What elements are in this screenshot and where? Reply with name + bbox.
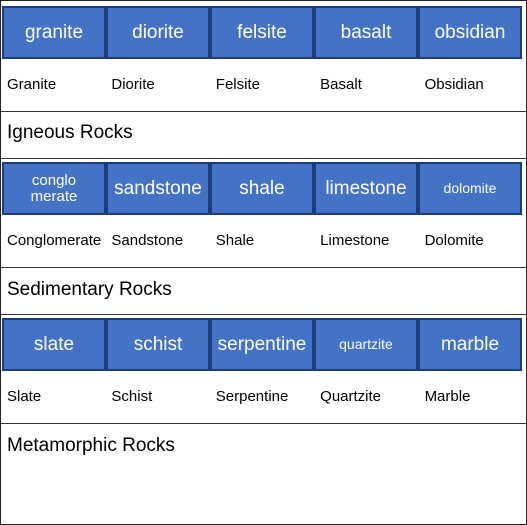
label-granite: Granite [7,76,57,93]
tile-granite[interactable]: granite [2,6,106,59]
tile-serpentine[interactable]: serpentine [210,318,314,371]
tile-slate[interactable]: slate [2,318,106,371]
tile-basalt[interactable]: basalt [314,6,418,59]
tile-sandstone[interactable]: sandstone [106,162,210,215]
category-igneous: Igneous Rocks [7,122,133,143]
tile-diorite[interactable]: diorite [106,6,210,59]
divider [1,158,526,159]
label-basalt: Basalt [320,76,362,93]
label-obsidian: Obsidian [424,76,484,93]
label-sandstone: Sandstone [111,232,184,249]
label-schist: Schist [111,388,153,405]
tile-marble[interactable]: marble [418,318,522,371]
label-quartzite: Quartzite [320,388,382,405]
tile-schist[interactable]: schist [106,318,210,371]
tile-dolomite[interactable]: dolomite [418,162,522,215]
tile-row-sedimentary: conglo merate sandstone shale limestone … [2,162,522,215]
label-limestone: Limestone [320,232,390,249]
label-diorite: Diorite [111,76,155,93]
label-row-sedimentary: Conglomerate Sandstone Shale Limestone D… [1,214,526,268]
label-slate: Slate [7,388,42,405]
label-felsite: Felsite [215,76,260,93]
label-conglomerate: Conglomerate [7,232,102,249]
tile-row-igneous: granite diorite felsite basalt obsidian [2,6,522,59]
tile-limestone[interactable]: limestone [314,162,418,215]
category-metamorphic: Metamorphic Rocks [7,435,175,456]
label-row-igneous: Granite Diorite Felsite Basalt Obsidian [1,58,526,112]
label-marble: Marble [424,388,471,405]
tile-quartzite[interactable]: quartzite [314,318,418,371]
tile-conglomerate[interactable]: conglo merate [2,162,106,215]
label-row-metamorphic: Slate Schist Serpentine Quartzite Marble [1,370,526,424]
divider [1,314,526,315]
category-sedimentary: Sedimentary Rocks [7,279,172,300]
label-serpentine: Serpentine [215,388,289,405]
label-dolomite: Dolomite [424,232,484,249]
tile-felsite[interactable]: felsite [210,6,314,59]
tile-shale[interactable]: shale [210,162,314,215]
label-shale: Shale [215,232,255,249]
tile-row-metamorphic: slate schist serpentine quartzite marble [2,318,522,371]
tile-obsidian[interactable]: obsidian [418,6,522,59]
